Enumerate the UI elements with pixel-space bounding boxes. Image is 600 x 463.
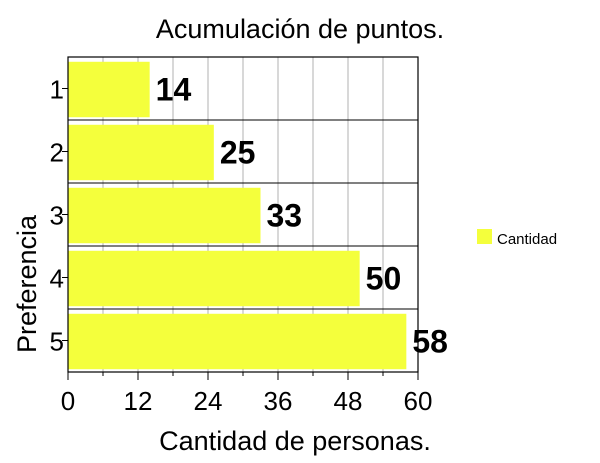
y-tick-label-5: 5 <box>50 327 64 357</box>
y-axis-label: Preferencia <box>12 214 42 353</box>
x-tick-label-0: 0 <box>61 386 75 416</box>
data-label-2: 25 <box>220 135 256 171</box>
data-label-1: 14 <box>156 72 192 108</box>
x-tick-label-12: 12 <box>124 386 153 416</box>
bar-4 <box>68 250 360 307</box>
data-label-4: 50 <box>366 261 402 297</box>
y-tick-label-3: 3 <box>50 201 64 231</box>
x-tick-label-36: 36 <box>264 386 293 416</box>
x-axis-label: Cantidad de personas. <box>159 426 431 456</box>
data-label-3: 33 <box>267 198 303 234</box>
legend: Cantidad <box>477 229 557 248</box>
y-axis-ticks: 1 2 3 4 5 <box>50 75 68 357</box>
x-tick-label-24: 24 <box>194 386 223 416</box>
x-tick-label-48: 48 <box>334 386 363 416</box>
bar-1 <box>68 61 150 118</box>
y-tick-label-2: 2 <box>50 138 64 168</box>
x-axis-ticks: 0 12 24 36 48 60 <box>61 372 433 416</box>
legend-label: Cantidad <box>497 231 557 248</box>
bar-5 <box>68 313 407 370</box>
y-tick-label-4: 4 <box>50 264 64 294</box>
chart-title: Acumulación de puntos. <box>156 14 444 44</box>
x-tick-label-60: 60 <box>404 386 433 416</box>
bar-2 <box>68 124 214 181</box>
bars <box>68 61 407 370</box>
y-tick-label-1: 1 <box>50 75 64 105</box>
bar-3 <box>68 187 261 244</box>
legend-swatch <box>477 229 492 244</box>
